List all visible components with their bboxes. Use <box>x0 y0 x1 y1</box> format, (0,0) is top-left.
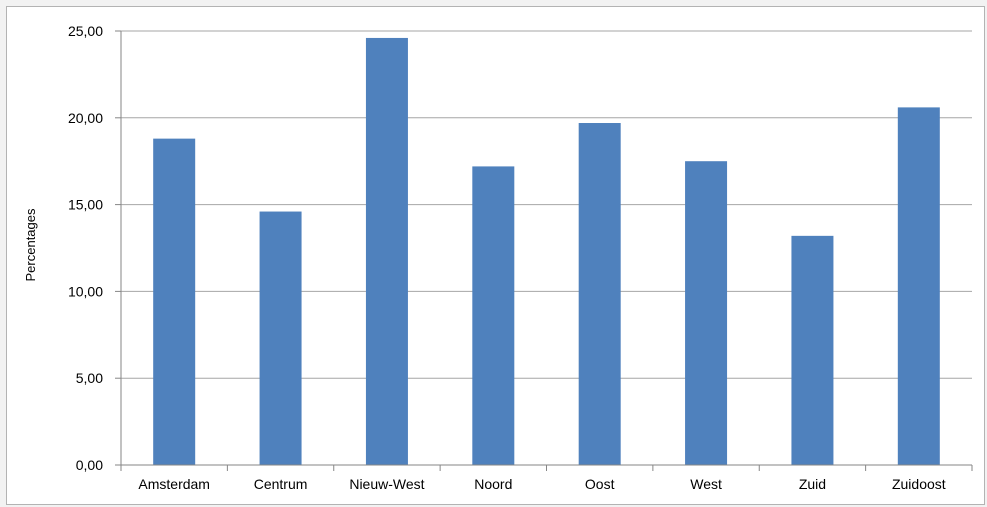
x-tick-label: Noord <box>474 476 512 492</box>
bar-west <box>685 161 728 465</box>
y-tick-label: 5,00 <box>76 370 103 386</box>
bar-noord <box>472 166 515 465</box>
x-tick-label: Oost <box>585 476 615 492</box>
bars <box>153 37 940 466</box>
bar-zuidoost <box>897 107 940 465</box>
x-tick-label: Centrum <box>254 476 308 492</box>
y-tick-label: 20,00 <box>68 110 103 126</box>
bar-centrum <box>259 211 302 465</box>
x-tick-label: Amsterdam <box>138 476 210 492</box>
y-tick-label: 15,00 <box>68 197 103 213</box>
bar-nieuw-west <box>365 37 408 465</box>
bar-oost <box>578 123 621 466</box>
y-axis-title: Percentages <box>23 208 38 281</box>
x-tick-label: Nieuw-West <box>349 476 424 492</box>
bar-zuid <box>791 235 834 465</box>
x-tick-label: West <box>690 476 722 492</box>
y-tick-labels: 0,00 5,00 10,00 15,00 20,00 25,00 <box>68 23 103 473</box>
y-tick-label: 10,00 <box>68 283 103 299</box>
bar-amsterdam <box>153 138 196 465</box>
x-tick-label: Zuid <box>799 476 826 492</box>
axes <box>115 30 973 471</box>
gridlines <box>121 30 972 379</box>
y-tick-label: 0,00 <box>76 457 103 473</box>
y-tick-label: 25,00 <box>68 23 103 39</box>
x-tick-labels: Amsterdam Centrum Nieuw-West Noord Oost West Z… <box>138 476 945 492</box>
x-tick-label: Zuidoost <box>892 476 946 492</box>
